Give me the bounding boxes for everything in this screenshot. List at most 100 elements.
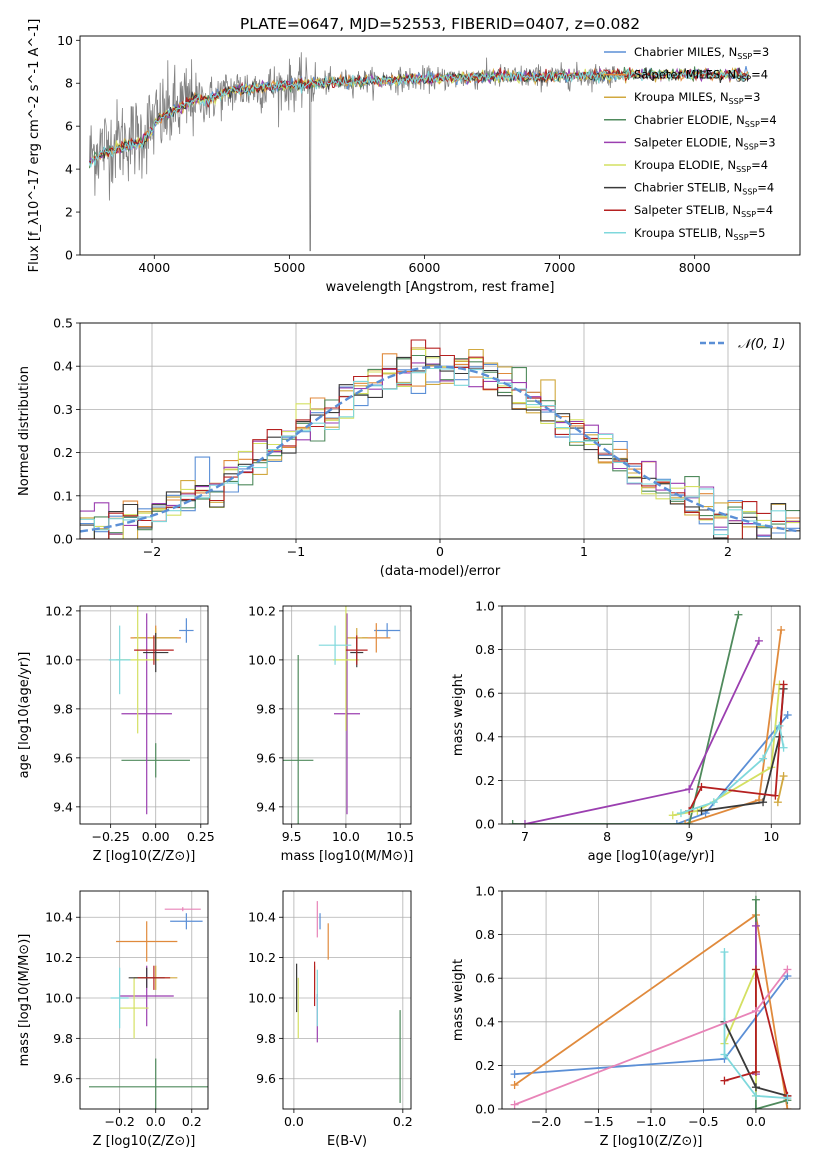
x-tick-label: −0.25 [91,829,129,844]
plus-marker [783,1105,792,1109]
y-tick-label: 0.0 [475,817,495,832]
plus-marker [779,772,788,781]
errorbar-point [89,1058,208,1109]
x-tick-label: 9.5 [282,829,302,844]
x-axis-label: Z [log10(Z/Z⊙)] [93,849,196,864]
y-tick-label: 0.0 [53,532,73,547]
plus-marker [685,820,694,824]
plus-marker [685,785,694,794]
errorbar-point [134,635,174,665]
plot-area [510,895,792,1109]
legend-entry: Kroupa ELODIE, NSSP=4 [634,158,768,174]
plus-marker [754,636,763,645]
errorbar-point [121,743,190,778]
y-tick-label: 9.6 [53,1071,73,1086]
y-axis-label: mass weight [451,674,466,756]
y-tick-label: 4 [65,162,73,177]
y-tick-label: 9.8 [53,1031,73,1046]
y-tick-label: 9.4 [53,799,73,814]
x-tick-label: −2.0 [531,1114,561,1129]
plot-area [89,52,750,252]
y-tick-label: 10.0 [248,990,276,1005]
panel-mass_vs_ebv: 0.0 0.2 9.6 9.8 10.0 10.2 10.4 E(B-V) [248,890,413,1149]
legend-entry: Kroupa STELIB, NSSP=5 [634,226,765,242]
legend-entry: Salpeter MILES, NSSP=4 [634,68,768,84]
x-tick-label: 0.0 [284,1114,304,1129]
legend: 𝒩(0, 1) [700,337,785,352]
figure-title: PLATE=0647, MJD=52553, FIBERID=0407, z=0… [240,15,640,33]
y-tick-label: 10 [57,33,73,48]
plus-marker [510,1081,519,1090]
x-axis-label: Z [log10(Z/Z⊙)] [600,1134,703,1149]
x-tick-label: −0.2 [104,1114,134,1129]
x-tick-label: 10.5 [386,829,414,844]
y-tick-label: 6 [65,119,73,134]
panel-residuals: −2 −1 0 1 2 0.0 0.1 0.2 0.3 0.4 0.5 (data-model)/er… [17,316,801,579]
plus-marker [777,625,786,634]
panel-weight_vs_age: 7 8 9 10 0.0 0.2 0.4 0.6 0.8 1.0 age [log10(age/yr… [451,599,801,864]
weight-line [688,684,785,812]
plus-marker [720,948,729,957]
y-tick-label: 2 [65,205,73,220]
x-tick-label: 0.25 [187,829,215,844]
y-tick-label: 10.2 [45,950,73,965]
y-tick-label: 10.2 [248,603,276,618]
plus-marker [779,680,788,689]
axes-frame [79,890,209,1110]
plus-marker [668,811,677,820]
plus-marker [672,820,681,824]
plot-area [89,907,208,1109]
x-tick-label: 1 [580,544,588,559]
y-tick-label: 9.6 [256,750,276,765]
plus-marker [508,820,517,824]
panel-age_vs_mass: 9.5 10.0 10.5 9.4 9.6 9.8 10.0 10.2 mass [log10(… [248,603,414,864]
errorbar-point [333,613,361,815]
errorbar-point [143,632,169,673]
x-tick-label: −1 [287,544,305,559]
axes-frame [282,605,412,825]
plus-marker [751,921,760,930]
plus-marker [510,1070,519,1079]
errorbar-point [318,625,352,665]
x-tick-label: 8 [603,829,611,844]
errorbar-point [345,635,368,665]
weight-line [512,614,740,824]
errorbar-point [374,623,401,638]
x-tick-label: 5000 [273,260,305,275]
legend-entry: Salpeter ELODIE, NSSP=3 [634,135,776,151]
x-tick-label: 0.2 [393,1114,413,1129]
model-line-9 [89,67,750,168]
hist-step-7 [80,355,800,539]
errorbar-point [116,921,178,962]
x-tick-label: 0.2 [182,1114,202,1129]
panel-age_vs_Z: −0.25 0.00 0.25 9.4 9.6 9.8 10.0 10.2 Z [log10(Z… [17,603,215,864]
y-tick-label: 10.0 [45,990,73,1005]
y-tick-label: 10.2 [45,603,73,618]
y-axis-label: Flux [f_λ10^-17 erg cm^-2 s^-1 A^-1] [27,19,42,273]
y-tick-label: 9.6 [53,750,73,765]
plus-marker [751,1083,760,1092]
plot-area [80,339,800,539]
x-tick-label: 4000 [138,260,170,275]
errorbar-point [108,625,131,695]
y-tick-label: 0 [65,248,73,263]
plus-marker [676,809,685,818]
legend-entry: Kroupa MILES, NSSP=3 [634,90,760,106]
plot-area [508,610,792,824]
y-tick-label: 0.6 [475,686,495,701]
axes-frame [79,35,801,256]
plus-marker [720,1050,729,1059]
y-tick-label: 10.0 [248,652,276,667]
x-axis-label: age [log10(age/yr)] [588,849,715,864]
plot-area [296,901,401,1103]
plus-marker [520,820,529,824]
x-tick-label: 10 [763,829,779,844]
y-tick-label: 10.4 [45,910,73,925]
plus-marker [751,1067,760,1076]
y-tick-label: 1.0 [475,599,495,614]
plot-area [283,606,401,824]
errorbar-point [121,613,172,815]
y-tick-label: 0.3 [53,402,73,417]
weight-line [723,952,788,1099]
